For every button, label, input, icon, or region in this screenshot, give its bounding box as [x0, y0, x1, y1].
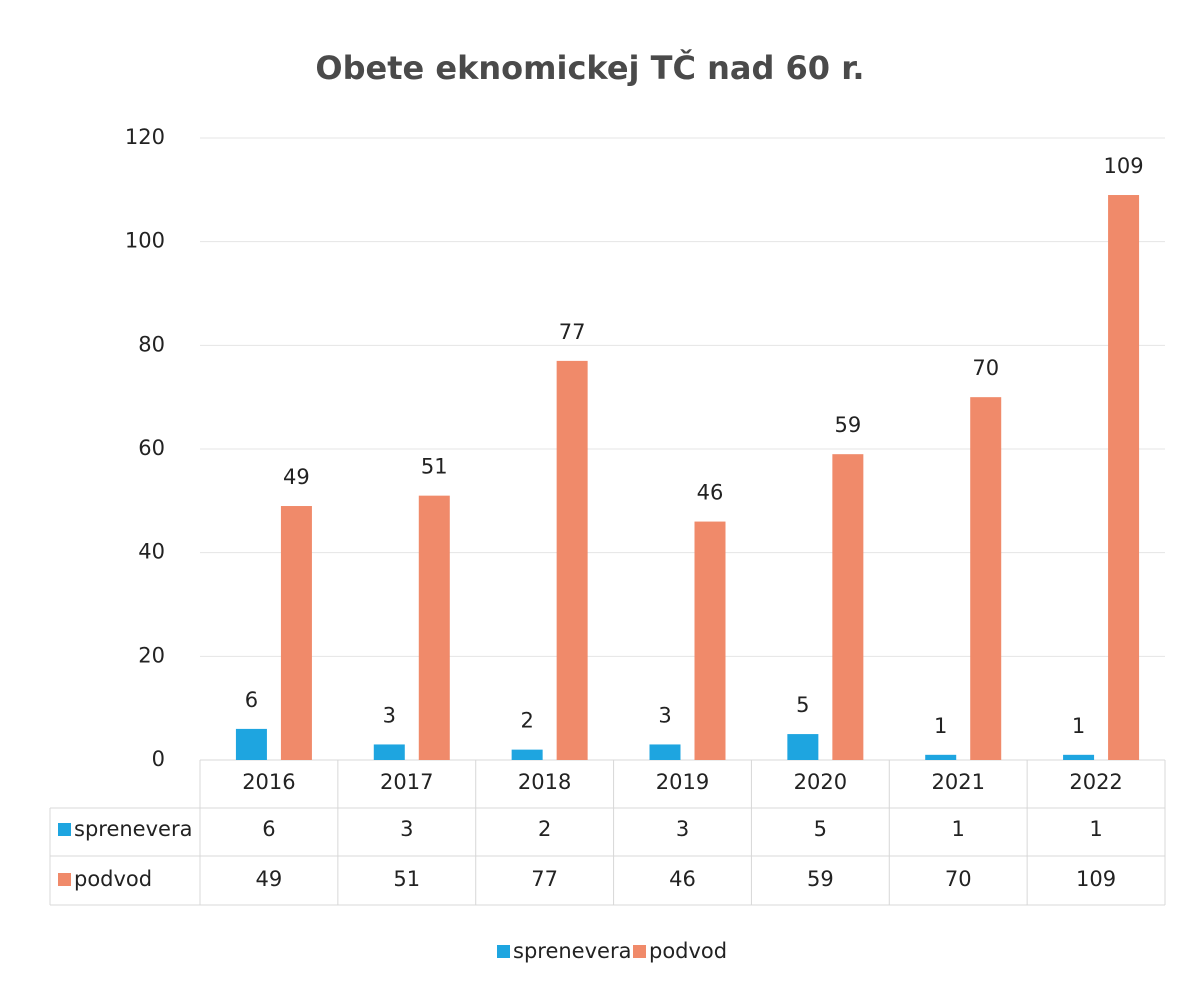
x-tick-label: 2016	[242, 770, 295, 794]
table-cell: 70	[945, 867, 972, 891]
bar	[694, 521, 726, 760]
data-label: 109	[1104, 154, 1144, 178]
x-tick-label: 2017	[380, 770, 433, 794]
table-cell: 77	[531, 867, 558, 891]
y-tick-label: 80	[138, 332, 165, 356]
y-tick-label: 40	[138, 540, 165, 564]
table-row-header: sprenevera	[74, 817, 192, 841]
table-cell: 59	[807, 867, 834, 891]
data-label: 2	[520, 709, 533, 733]
bar	[649, 744, 681, 760]
data-label: 3	[383, 703, 396, 727]
x-tick-label: 2021	[931, 770, 984, 794]
x-tick-label: 2020	[794, 770, 847, 794]
bar	[925, 754, 957, 760]
legend-key	[633, 945, 646, 958]
legend-key	[497, 945, 510, 958]
bar	[787, 734, 819, 760]
data-label: 3	[658, 703, 671, 727]
bar	[511, 749, 543, 760]
table-cell: 3	[400, 817, 413, 841]
bar	[556, 360, 588, 760]
table-cell: 1	[952, 817, 965, 841]
bar	[235, 728, 267, 760]
data-label: 49	[283, 465, 310, 489]
table-cell: 3	[676, 817, 689, 841]
table-cell: 109	[1076, 867, 1116, 891]
data-label: 70	[972, 356, 999, 380]
y-tick-label: 60	[138, 436, 165, 460]
table-cell: 46	[669, 867, 696, 891]
bar	[373, 744, 405, 760]
data-label: 1	[1072, 714, 1085, 738]
bar	[280, 506, 312, 760]
table-row-header: podvod	[74, 867, 152, 891]
table-cell: 51	[393, 867, 420, 891]
bar	[1108, 195, 1140, 760]
table-cell: 49	[256, 867, 283, 891]
bar	[970, 397, 1002, 760]
legend-label: sprenevera	[513, 939, 631, 963]
table-key	[58, 823, 71, 836]
x-tick-label: 2018	[518, 770, 571, 794]
table-cell: 2	[538, 817, 551, 841]
data-label: 51	[421, 455, 448, 479]
data-label: 46	[697, 481, 724, 505]
data-label: 5	[796, 693, 809, 717]
x-tick-label: 2022	[1069, 770, 1122, 794]
bar	[418, 495, 450, 760]
legend-label: podvod	[649, 939, 727, 963]
table-key	[58, 873, 71, 886]
data-label: 1	[934, 714, 947, 738]
bar	[832, 454, 864, 760]
table-cell: 6	[262, 817, 275, 841]
data-label: 59	[834, 413, 861, 437]
data-label: 6	[245, 688, 258, 712]
y-tick-label: 0	[152, 747, 165, 771]
x-tick-label: 2019	[656, 770, 709, 794]
y-tick-label: 100	[125, 229, 165, 253]
table-cell: 5	[814, 817, 827, 841]
chart-title: Obete eknomickej TČ nad 60 r.	[315, 48, 864, 87]
bar	[1063, 754, 1095, 760]
y-tick-label: 120	[125, 125, 165, 149]
data-label: 77	[559, 320, 586, 344]
table-cell: 1	[1089, 817, 1102, 841]
y-tick-label: 20	[138, 643, 165, 667]
